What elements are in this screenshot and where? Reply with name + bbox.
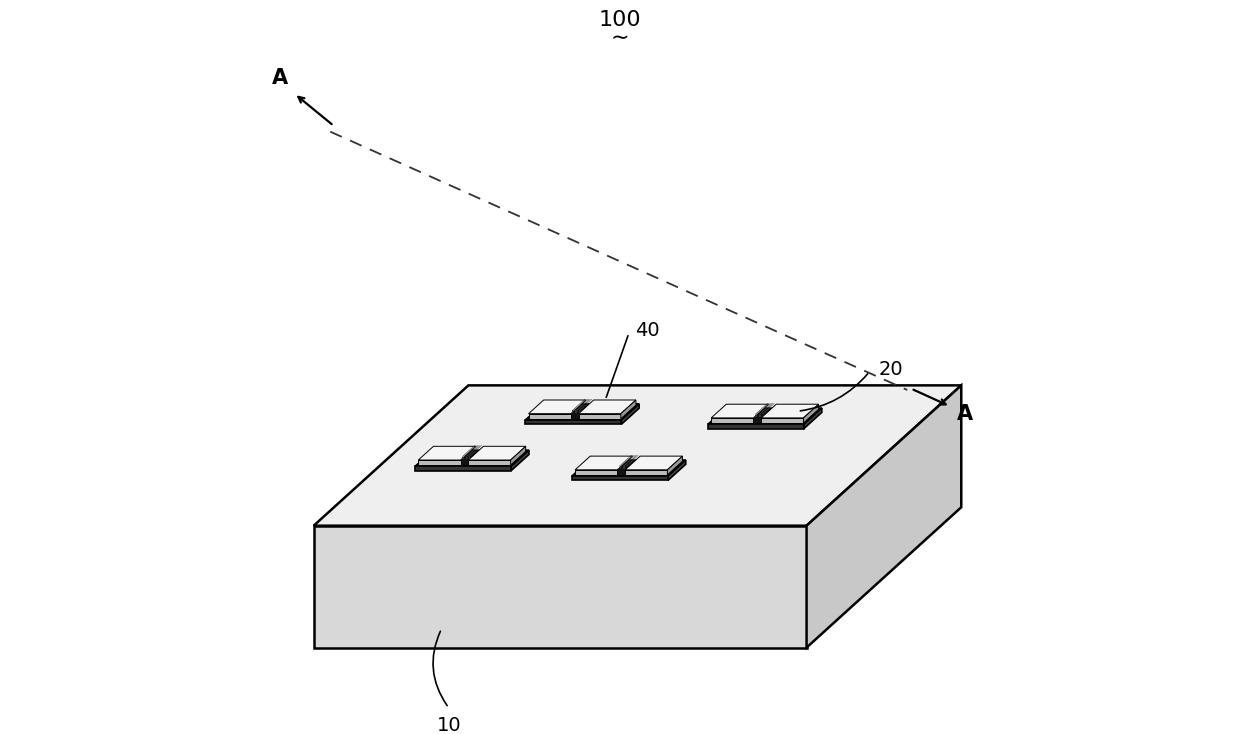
- Polygon shape: [575, 399, 589, 410]
- Polygon shape: [468, 446, 525, 460]
- Polygon shape: [804, 408, 821, 429]
- Polygon shape: [468, 460, 510, 465]
- Polygon shape: [419, 460, 461, 465]
- Polygon shape: [574, 399, 587, 410]
- Polygon shape: [618, 455, 632, 467]
- Polygon shape: [575, 456, 632, 470]
- Polygon shape: [313, 385, 961, 526]
- Polygon shape: [761, 404, 819, 418]
- Polygon shape: [622, 455, 634, 467]
- Polygon shape: [622, 404, 639, 424]
- Text: 100: 100: [598, 10, 641, 30]
- Polygon shape: [576, 399, 590, 410]
- Polygon shape: [313, 526, 807, 647]
- Polygon shape: [707, 424, 804, 429]
- Polygon shape: [626, 455, 639, 467]
- Polygon shape: [512, 450, 529, 470]
- Text: 10: 10: [436, 716, 461, 734]
- Polygon shape: [572, 399, 585, 410]
- Polygon shape: [762, 403, 774, 415]
- Polygon shape: [572, 460, 685, 476]
- Polygon shape: [525, 404, 639, 420]
- Polygon shape: [761, 418, 803, 423]
- Polygon shape: [760, 403, 772, 415]
- Polygon shape: [624, 470, 668, 475]
- Text: ∼: ∼: [610, 27, 629, 48]
- Polygon shape: [529, 400, 586, 414]
- Polygon shape: [463, 446, 477, 457]
- Polygon shape: [756, 403, 769, 415]
- Polygon shape: [465, 446, 478, 457]
- Polygon shape: [466, 446, 479, 457]
- Polygon shape: [525, 420, 622, 424]
- Polygon shape: [577, 399, 591, 410]
- Polygon shape: [415, 450, 529, 466]
- Polygon shape: [462, 446, 475, 457]
- Polygon shape: [707, 408, 821, 424]
- Text: 20: 20: [878, 360, 903, 379]
- Text: A: A: [957, 404, 973, 424]
- Polygon shape: [468, 446, 482, 457]
- Polygon shape: [572, 476, 668, 481]
- Text: 40: 40: [636, 321, 659, 340]
- Polygon shape: [668, 456, 683, 475]
- Polygon shape: [579, 414, 621, 419]
- Polygon shape: [419, 446, 476, 460]
- Polygon shape: [755, 403, 768, 415]
- Polygon shape: [757, 403, 771, 415]
- Polygon shape: [761, 403, 773, 415]
- Polygon shape: [803, 404, 819, 423]
- Polygon shape: [711, 418, 753, 423]
- Polygon shape: [579, 400, 636, 414]
- Polygon shape: [621, 400, 636, 419]
- Polygon shape: [620, 455, 633, 467]
- Polygon shape: [510, 446, 525, 465]
- Polygon shape: [711, 404, 768, 418]
- Text: A: A: [271, 68, 287, 87]
- Polygon shape: [467, 446, 481, 457]
- Polygon shape: [624, 456, 683, 470]
- Polygon shape: [624, 455, 637, 467]
- Polygon shape: [575, 470, 617, 475]
- Polygon shape: [623, 455, 636, 467]
- Polygon shape: [668, 460, 685, 481]
- Polygon shape: [807, 385, 961, 647]
- Polygon shape: [579, 399, 592, 410]
- Polygon shape: [529, 414, 571, 419]
- Polygon shape: [415, 466, 512, 470]
